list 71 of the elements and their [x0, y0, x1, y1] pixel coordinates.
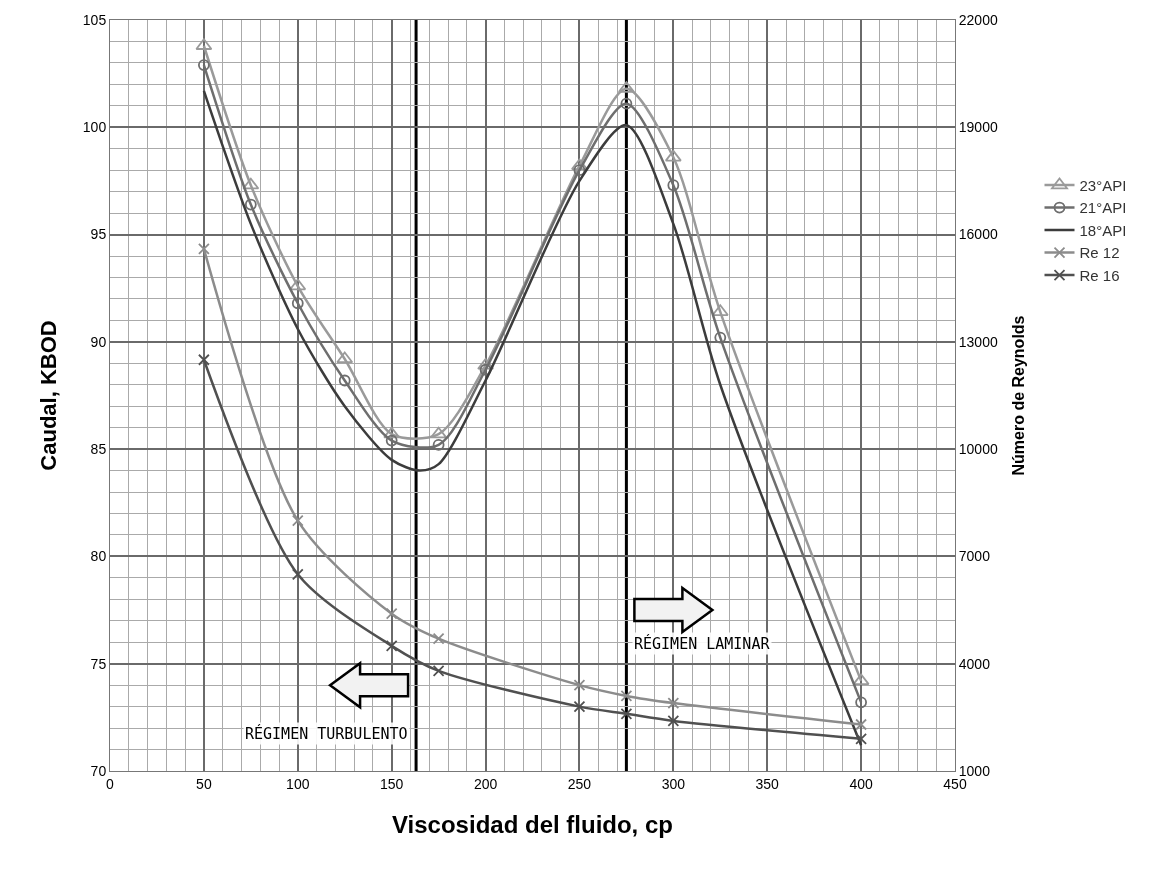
point [664, 149, 682, 162]
legend-label: 21°API [1079, 199, 1127, 217]
x-tick-label: 200 [473, 775, 498, 792]
point [244, 198, 257, 211]
y2-axis-title: Número de Reynolds [1009, 315, 1027, 476]
y-tick-label: 90 [90, 333, 107, 350]
y2-tick-label: 13000 [958, 333, 998, 350]
point [197, 353, 210, 366]
point [432, 632, 445, 645]
y-axis-title: Caudal, KBOD [35, 320, 61, 471]
point [571, 158, 588, 171]
point [430, 426, 448, 439]
x-axis-title: Viscosidad del fluido, cp [392, 811, 673, 839]
y2-tick-label: 19000 [958, 119, 998, 136]
y-tick-label: 85 [90, 441, 107, 458]
y-tick-label: 100 [82, 119, 107, 136]
point [714, 331, 727, 344]
point [667, 715, 680, 727]
point [385, 607, 398, 620]
y2-tick-label: 10000 [958, 441, 998, 458]
legend-label: Re 16 [1079, 266, 1120, 284]
annotation: RÉGIMEN TURBULENTO [245, 724, 408, 743]
legend-label: 18°API [1079, 221, 1127, 239]
point [338, 374, 351, 387]
x-tick-label: 350 [755, 775, 780, 792]
point [197, 59, 210, 71]
y-tick-label: 80 [90, 548, 107, 565]
y-tick-label: 95 [90, 226, 107, 243]
point [291, 568, 304, 581]
point [383, 426, 401, 439]
point [620, 707, 633, 720]
point [432, 664, 445, 677]
point [620, 97, 633, 110]
legend-label: 23°API [1079, 176, 1127, 194]
point [289, 278, 307, 291]
point [385, 434, 398, 447]
point [242, 177, 260, 190]
x-tick-label: 0 [106, 775, 115, 792]
point [573, 164, 586, 177]
point [667, 697, 680, 709]
point [479, 363, 492, 376]
x-tick-label: 400 [849, 775, 873, 792]
y2-tick-label: 22000 [958, 11, 998, 28]
point [855, 732, 868, 745]
y2-tick-label: 4000 [958, 655, 991, 672]
point [573, 679, 586, 692]
y-tick-label: 70 [90, 762, 107, 779]
point [197, 242, 210, 255]
y-tick-label: 105 [82, 11, 107, 28]
point [855, 718, 868, 731]
y2-tick-label: 7000 [958, 548, 991, 565]
point [667, 179, 680, 192]
point [573, 700, 586, 713]
point [336, 351, 354, 364]
annotation: RÉGIMEN LAMINAR [634, 634, 771, 653]
x-tick-label: 50 [196, 775, 212, 792]
x-tick-label: 100 [286, 775, 310, 792]
point [855, 696, 868, 709]
x-tick-label: 150 [379, 775, 404, 792]
point [385, 639, 398, 652]
y2-tick-label: 16000 [958, 226, 998, 243]
point [477, 358, 494, 370]
point [852, 673, 870, 686]
x-tick-label: 300 [661, 775, 686, 792]
legend-label: Re 12 [1079, 244, 1120, 262]
y-tick-label: 75 [90, 655, 107, 672]
point [432, 438, 445, 451]
point [291, 514, 304, 527]
x-tick-label: 250 [567, 775, 592, 792]
point [291, 297, 304, 310]
point [620, 690, 633, 702]
